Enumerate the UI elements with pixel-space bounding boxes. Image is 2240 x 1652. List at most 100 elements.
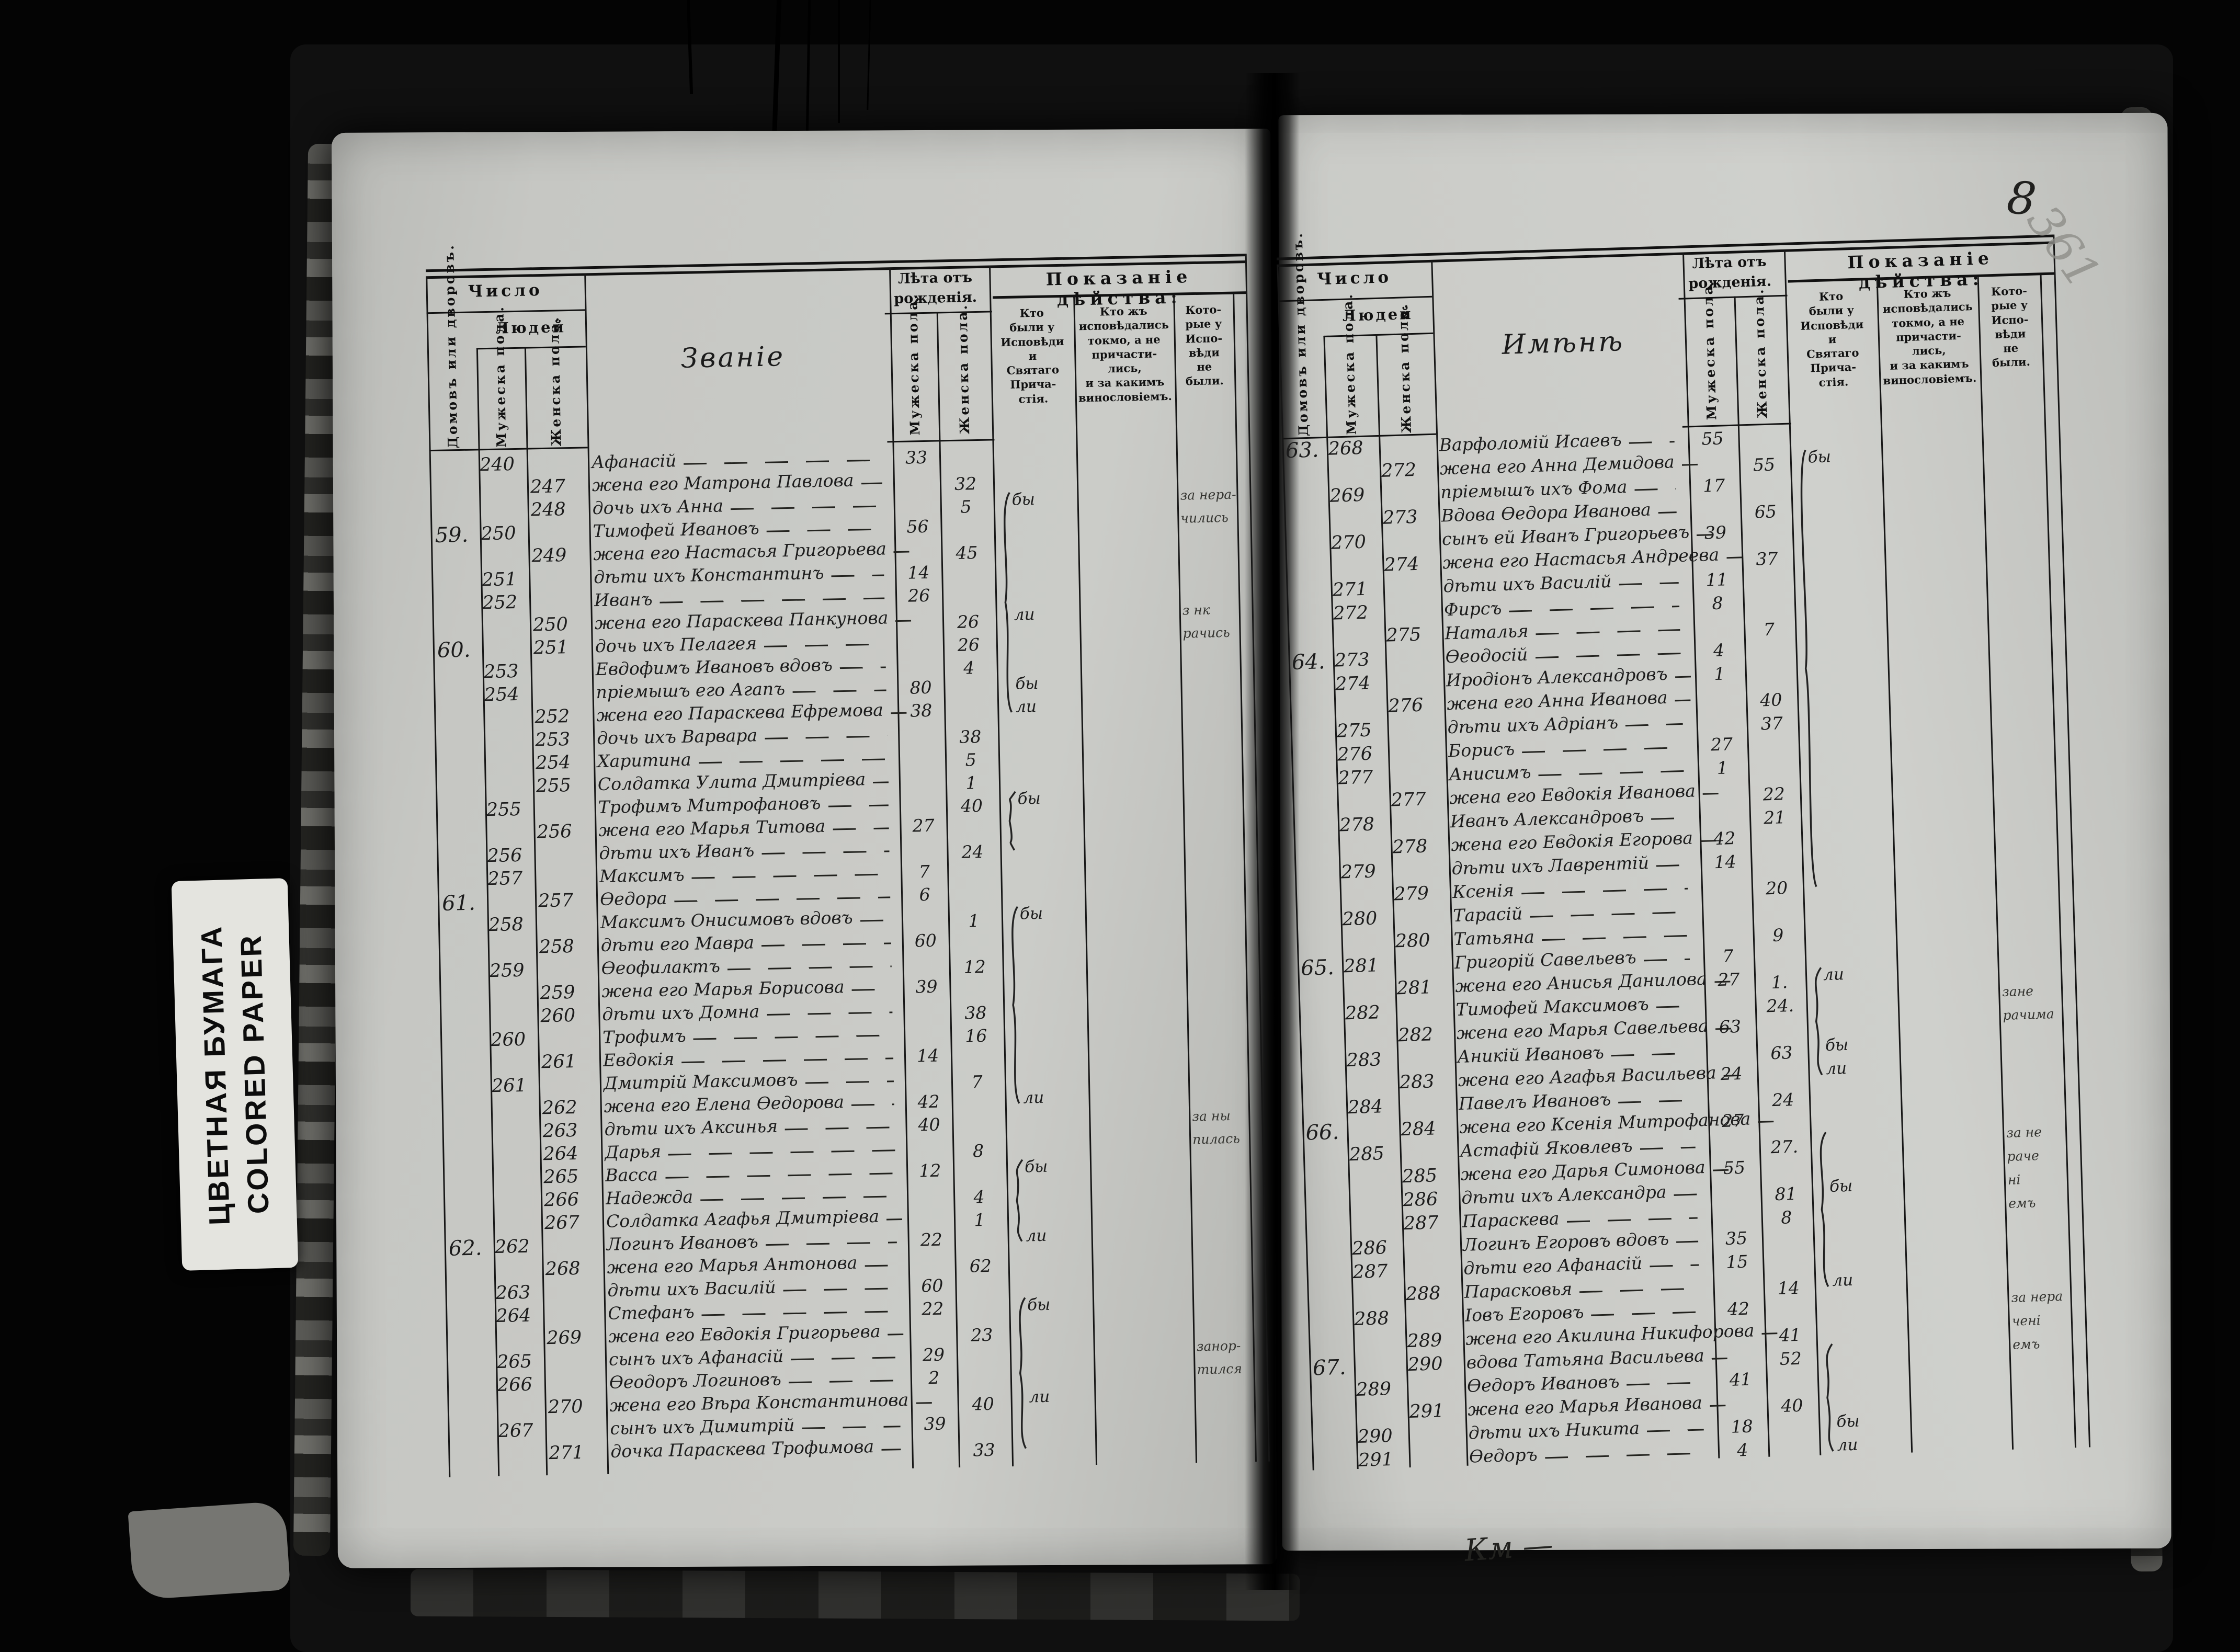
dash-fill (681, 1057, 894, 1064)
age-male: 22 (920, 1229, 943, 1250)
dash-fill (767, 1011, 893, 1016)
male-entry-number: 267 (498, 1420, 533, 1442)
attendance-mark: бы (1011, 489, 1036, 509)
name-text: Борисъ (1448, 738, 1515, 761)
age-male: 4 (1736, 1439, 1749, 1461)
female-entry-number: 277 (1391, 789, 1427, 811)
margin-note: чені (2011, 1313, 2041, 1329)
age-male: 56 (906, 516, 929, 537)
dash-fill (833, 827, 889, 830)
name-text: Трофимъ Митрофановъ (598, 792, 821, 818)
dash-fill (791, 1357, 900, 1361)
dash-fill (761, 942, 891, 947)
attendance-mark: бы (1017, 789, 1041, 808)
dash-fill (1522, 746, 1684, 754)
name-text: Надежда (605, 1186, 693, 1209)
age-male: 33 (905, 447, 928, 468)
name-text: Парасковья (1464, 1278, 1573, 1302)
dash-fill (698, 758, 888, 764)
female-entry-number: 267 (544, 1212, 580, 1234)
age-male: 39 (1704, 522, 1727, 543)
name-text: Наталья (1444, 620, 1529, 644)
dash-fill (764, 643, 885, 647)
name-text: Ѳедора (599, 887, 667, 910)
margin-note: чились (1180, 509, 1229, 526)
male-entry-number: 261 (491, 1075, 527, 1097)
dash-fill (1703, 792, 1719, 795)
female-entry-number: 282 (1397, 1024, 1434, 1046)
house-number: 60. (437, 637, 471, 663)
female-entry-number: 268 (545, 1258, 581, 1280)
rows-layer: 63. 268 Варфоломій Исаевъ 55 272 жена его Анн… (1277, 235, 2089, 1471)
female-entry-number: 263 (542, 1120, 578, 1142)
age-male: 39 (924, 1413, 946, 1434)
name-text: пріемышъ ихъ Фома (1440, 476, 1628, 503)
female-entry-number: 256 (537, 821, 572, 843)
attendance-mark: бы (1825, 1035, 1849, 1055)
dash-fill (1643, 958, 1690, 962)
female-entry-number: 290 (1407, 1353, 1443, 1376)
female-entry-number: 265 (543, 1166, 579, 1188)
dash-fill (1675, 676, 1691, 678)
female-entry-number: 289 (1406, 1330, 1442, 1352)
bottom-flourish-mark: Км — (1463, 1526, 1554, 1568)
male-entry-number: 240 (479, 454, 515, 476)
name-text: Иванъ (594, 589, 653, 611)
dash-fill (1758, 1121, 1774, 1123)
attendance-mark: ли (1825, 1058, 1847, 1079)
dash-fill (831, 574, 884, 577)
name-text: Татьяна (1453, 926, 1535, 950)
name-text: дѣти ихъ Домна (602, 1001, 760, 1024)
age-male: 17 (1702, 475, 1725, 496)
dash-fill (727, 965, 892, 971)
female-entry-number: 283 (1399, 1071, 1435, 1093)
male-entry-number: 289 (1356, 1378, 1392, 1401)
age-male: 18 (1731, 1416, 1754, 1437)
male-entry-number: 262 (494, 1236, 530, 1258)
female-entry-number: 279 (1393, 883, 1429, 905)
attendance-mark: бы (1024, 1157, 1048, 1177)
female-entry-number: 251 (533, 637, 569, 659)
dash-fill (1566, 1217, 1698, 1223)
dash-fill (700, 1195, 896, 1201)
male-entry-number: 263 (495, 1282, 531, 1304)
dash-fill (701, 1311, 899, 1316)
dash-fill (684, 459, 882, 465)
male-entry-number: 256 (487, 845, 522, 867)
attendance-mark: ли (1832, 1270, 1854, 1290)
male-entry-number: 275 (1336, 720, 1372, 742)
dash-fill (1538, 770, 1685, 777)
male-entry-number: 268 (1328, 437, 1364, 460)
dash-fill (788, 1380, 900, 1384)
name-text: Ѳедоръ Ивановъ (1466, 1371, 1620, 1396)
dash-fill (1629, 441, 1675, 444)
house-number: 67. (1312, 1355, 1347, 1381)
torn-page-edges-bottom (410, 1569, 1300, 1621)
female-entry-number: 284 (1400, 1118, 1436, 1141)
dash-fill (783, 1288, 898, 1292)
house-number: 63. (1285, 438, 1320, 463)
margin-note: за нера- (1180, 486, 1236, 503)
female-entry-number: 255 (536, 775, 572, 797)
dash-fill (895, 620, 912, 622)
margin-note: ні (2007, 1172, 2021, 1188)
name-text: дѣти ихъ Константинъ (593, 562, 824, 588)
age-male: 55 (1723, 1157, 1746, 1179)
house-number: 64. (1291, 650, 1326, 675)
margin-note: зане (2002, 983, 2034, 1000)
female-entry-number: 252 (535, 706, 570, 728)
female-entry-number: 249 (531, 545, 567, 567)
dash-fill (1640, 1146, 1696, 1150)
age-male: 26 (907, 585, 930, 606)
male-entry-number: 282 (1345, 1002, 1381, 1024)
dash-fill (761, 850, 890, 855)
margin-note: за не (2006, 1124, 2042, 1141)
male-entry-number: 259 (489, 960, 525, 982)
name-text: Аникій Ивановъ (1457, 1042, 1605, 1067)
house-number: 61. (441, 891, 476, 916)
female-entry-number: 270 (548, 1396, 583, 1418)
female-entry-number: 258 (539, 936, 575, 958)
female-entry-number: 264 (543, 1143, 578, 1165)
male-entry-number: 253 (483, 660, 519, 683)
age-male: 12 (918, 1160, 941, 1181)
